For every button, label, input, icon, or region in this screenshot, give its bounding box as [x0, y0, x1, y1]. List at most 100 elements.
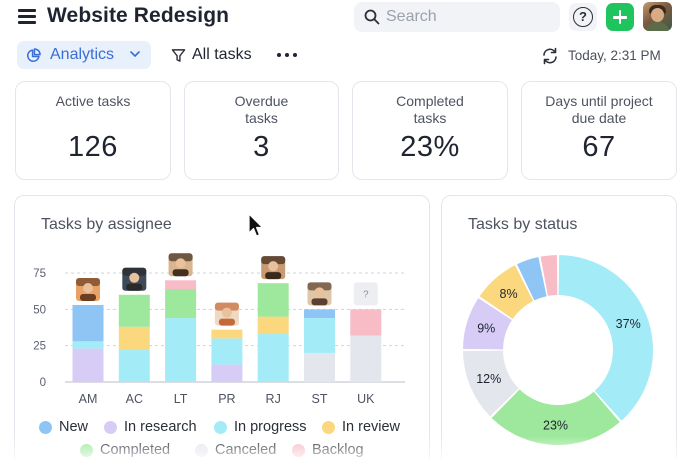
assignee-avatar[interactable]: [122, 267, 147, 291]
legend-label: In research: [124, 419, 197, 435]
search-box[interactable]: [354, 2, 560, 32]
search-icon: [364, 9, 380, 25]
stat-value: 126: [68, 131, 118, 163]
x-tick-label: UK: [357, 392, 375, 406]
bar-segment-completed[interactable]: [257, 283, 289, 317]
donut-chart: 37% 23% 12% 9% 8%: [463, 255, 653, 445]
donut-slice-new[interactable]: [517, 257, 547, 301]
legend-swatch: [80, 444, 93, 457]
x-tick-label: RJ: [266, 392, 281, 406]
view-dropdown-label: Analytics: [50, 46, 115, 63]
pie-chart-icon: [27, 48, 41, 62]
view-dropdown[interactable]: Analytics: [17, 41, 151, 69]
page-title: Website Redesign: [47, 4, 230, 27]
x-tick-label: AM: [79, 392, 98, 406]
x-tick-label: ST: [312, 392, 328, 406]
assignee-avatar[interactable]: [214, 302, 239, 326]
stat-card-completed: Completed tasks 23%: [352, 81, 508, 180]
legend-swatch: [104, 421, 117, 434]
y-tick-label: 25: [33, 341, 46, 353]
y-tick-label: 50: [33, 304, 46, 316]
bar-segment-canceled[interactable]: [304, 352, 335, 382]
filter-label: All tasks: [192, 46, 252, 63]
stat-value: 67: [582, 131, 616, 163]
help-button[interactable]: ?: [569, 3, 597, 31]
y-tick-label: 0: [40, 377, 46, 389]
search-input[interactable]: [386, 6, 551, 28]
x-tick-label: AC: [126, 392, 143, 406]
bar-segment-in-progress[interactable]: [211, 338, 243, 365]
more-options-button[interactable]: [276, 43, 298, 67]
y-tick-label: 75: [33, 268, 46, 280]
bar-segment-backlog[interactable]: [350, 309, 382, 336]
menu-icon[interactable]: [18, 9, 36, 24]
bar-segment-new[interactable]: [304, 309, 335, 319]
unknown-avatar-glyph: ?: [363, 289, 369, 300]
legend-label: Completed: [100, 442, 171, 458]
legend-swatch: [292, 444, 305, 457]
donut-slice-in-progress[interactable]: [558, 255, 653, 421]
assignee-avatar[interactable]: [307, 282, 332, 306]
donut-slice-label: 37%: [616, 317, 641, 331]
bar-segment-canceled[interactable]: [350, 335, 382, 382]
bar-segment-new[interactable]: [72, 304, 104, 342]
bar-segment-in-progress[interactable]: [304, 318, 335, 353]
assignee-avatar[interactable]: [168, 253, 193, 277]
assignee-avatar[interactable]: ?: [353, 282, 378, 306]
help-icon: ?: [573, 7, 593, 27]
donut-slice-backlog[interactable]: [540, 255, 558, 296]
bar-segment-in-review[interactable]: [118, 326, 150, 351]
last-updated-timestamp: Today, 2:31 PM: [568, 48, 661, 63]
x-tick-label: LT: [174, 392, 188, 406]
donut-slice-label: 9%: [477, 322, 495, 336]
bar-segment-completed[interactable]: [165, 288, 197, 319]
bar-segment-completed[interactable]: [118, 294, 150, 327]
stat-label: Days until project due date: [545, 93, 653, 126]
bar-segment-in-review[interactable]: [211, 329, 243, 339]
stat-label: Active tasks: [55, 93, 131, 109]
bar-segment-in-research[interactable]: [72, 348, 104, 382]
donut-slice-canceled[interactable]: [463, 350, 519, 417]
bar-segment-in-progress[interactable]: [72, 341, 104, 349]
donut-slice-in-review[interactable]: [479, 265, 534, 319]
bar-segment-in-progress[interactable]: [165, 318, 197, 382]
stat-card-active: Active tasks 126: [15, 81, 171, 180]
bar-segment-in-review[interactable]: [257, 316, 289, 335]
filter-icon: [171, 49, 186, 62]
legend-label: Canceled: [215, 442, 277, 458]
bar-segment-in-progress[interactable]: [257, 334, 289, 382]
x-tick-label: PR: [218, 392, 235, 406]
assignee-avatar[interactable]: [76, 277, 100, 301]
legend-swatch: [195, 444, 208, 457]
legend-label: Backlog: [312, 442, 364, 458]
donut-slice-label: 12%: [476, 372, 501, 386]
bar-segment-in-progress[interactable]: [118, 350, 150, 382]
donut-slice-label: 8%: [500, 287, 518, 301]
stat-card-days-until-due: Days until project due date 67: [521, 81, 677, 180]
legend-swatch: [39, 421, 52, 434]
bar-chart: 0 25 50 75 AM AC LT PR RJ ST UK?: [33, 253, 405, 406]
refresh-icon[interactable]: [541, 47, 559, 65]
user-avatar[interactable]: [643, 2, 672, 31]
chevron-down-icon: [130, 51, 140, 57]
top-bar: Website Redesign ?: [0, 0, 700, 36]
legend-label: In progress: [234, 419, 307, 435]
mouse-cursor-icon: [248, 213, 264, 237]
status-chart-title: Tasks by status: [468, 216, 578, 233]
donut-slice-in-research[interactable]: [463, 298, 512, 350]
legend-swatch: [322, 421, 335, 434]
stat-value: 3: [253, 131, 270, 163]
bar-segment-backlog[interactable]: [165, 280, 197, 289]
stat-card-overdue: Overdue tasks 3: [184, 81, 339, 180]
legend-swatch: [214, 421, 227, 434]
legend-label: New: [59, 419, 89, 435]
toolbar: Analytics All tasks Today, 2:31 PM: [0, 38, 700, 72]
add-button[interactable]: [606, 3, 634, 31]
assignee-avatar[interactable]: [261, 256, 286, 280]
donut-slice-completed[interactable]: [491, 389, 620, 445]
stat-value: 23%: [400, 131, 460, 163]
donut-slice-label: 23%: [543, 418, 568, 432]
legend-label: In review: [342, 419, 401, 435]
stat-label: Overdue tasks: [234, 93, 289, 126]
bar-segment-in-research[interactable]: [211, 364, 243, 382]
